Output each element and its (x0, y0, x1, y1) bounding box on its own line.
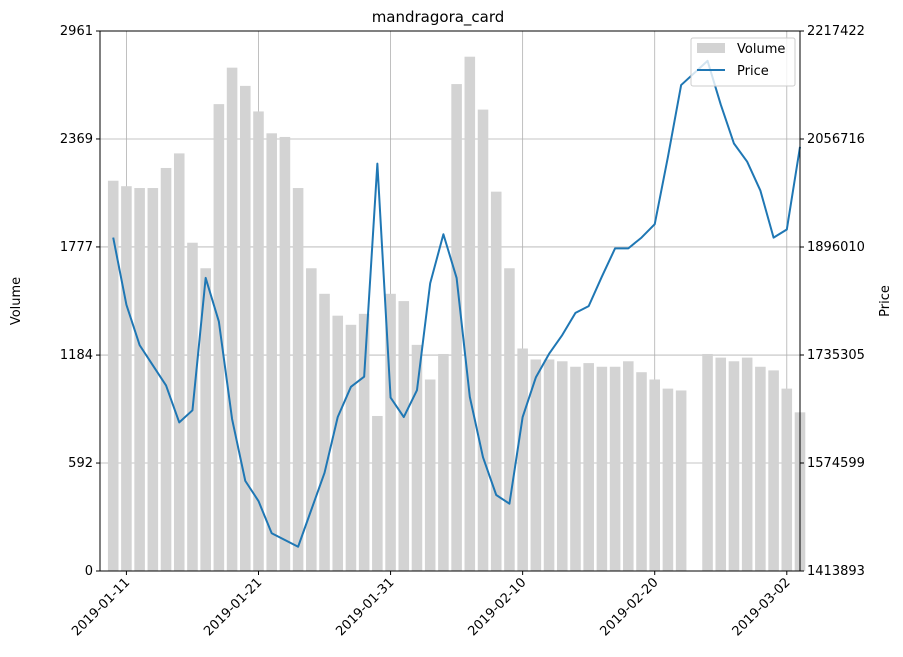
y-right-tick-label: 1896010 (807, 240, 865, 255)
volume-bar (226, 67, 238, 572)
volume-bar (358, 313, 370, 571)
volume-bar (121, 186, 132, 571)
price-line-group (112, 59, 801, 548)
volume-bar (649, 379, 660, 571)
volume-bar (134, 188, 145, 571)
price-line (112, 59, 801, 548)
y-left-tick-label: 0 (85, 564, 93, 579)
volume-bar (477, 109, 489, 572)
y-left-tick-label: 1777 (60, 240, 93, 255)
volume-bar (385, 293, 396, 571)
y-right-tick-label: 1413893 (807, 564, 865, 579)
volume-bar (292, 188, 304, 571)
volume-bar (213, 104, 225, 571)
volume-bar (609, 366, 621, 571)
volume-bar (319, 293, 330, 571)
y-left-tick-label: 2961 (60, 24, 93, 39)
plot-frame (99, 30, 801, 572)
volume-bar (741, 357, 753, 571)
volume-bar (583, 363, 594, 571)
y-right-tick-label: 2217422 (807, 24, 865, 39)
volume-bar (504, 268, 515, 571)
volume-bar (398, 301, 410, 571)
volume-bar (279, 136, 291, 571)
volume-bar (200, 268, 211, 571)
y-right-tick-label: 2056716 (807, 132, 865, 147)
legend-price-label: Price (737, 64, 769, 79)
volume-bar (570, 366, 581, 571)
volume-bar (675, 390, 687, 571)
volume-bar (411, 344, 423, 571)
y-left-tick-label: 592 (68, 456, 93, 471)
volume-bar (755, 366, 766, 571)
y-right-tick-label: 1574599 (807, 456, 865, 471)
legend-volume-label: Volume (737, 42, 785, 57)
volume-bar (306, 268, 317, 571)
volume-bar (517, 348, 528, 571)
volume-bar (781, 388, 793, 571)
volume-bar (556, 361, 568, 571)
volume-bars (107, 56, 806, 572)
right-axis-title: Price (878, 285, 893, 317)
volume-bar (728, 361, 740, 571)
volume-bar (768, 370, 779, 571)
volume-bar (451, 84, 462, 571)
volume-bar (240, 85, 251, 571)
volume-bar (147, 188, 159, 571)
y-right-tick-label: 1735305 (807, 348, 865, 363)
legend-volume-swatch (697, 43, 725, 53)
volume-bar (543, 359, 555, 571)
volume-bar (266, 133, 277, 571)
volume-bar (424, 379, 436, 571)
volume-bar (464, 56, 476, 571)
volume-bar (372, 415, 383, 571)
legend: Volume Price (690, 37, 796, 87)
volume-bar (490, 191, 502, 571)
volume-bar (438, 353, 449, 571)
volume-bar (345, 324, 357, 571)
volume-bar (636, 372, 647, 571)
volume-bar (715, 357, 727, 571)
volume-bar (623, 361, 634, 571)
volume-bar (662, 388, 674, 571)
volume-bar (596, 366, 608, 571)
left-axis-title: Volume (9, 277, 24, 325)
volume-bar (332, 315, 344, 571)
volume-bar (530, 359, 542, 571)
volume-bar (160, 167, 172, 571)
volume-bar (173, 153, 185, 571)
volume-bar (702, 353, 713, 571)
y-left-tick-label: 2369 (60, 132, 93, 147)
y-left-tick-label: 1184 (60, 348, 93, 363)
volume-bar (107, 180, 119, 571)
volume-bar (253, 111, 264, 571)
chart-title: mandragora_card (372, 8, 505, 27)
